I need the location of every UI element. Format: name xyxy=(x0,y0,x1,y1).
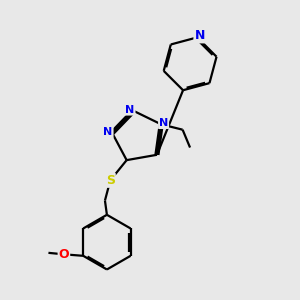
Text: N: N xyxy=(125,105,135,115)
Text: O: O xyxy=(58,248,69,261)
Text: N: N xyxy=(159,118,168,128)
Text: N: N xyxy=(103,128,113,137)
Text: N: N xyxy=(194,29,205,42)
Text: S: S xyxy=(106,174,115,187)
